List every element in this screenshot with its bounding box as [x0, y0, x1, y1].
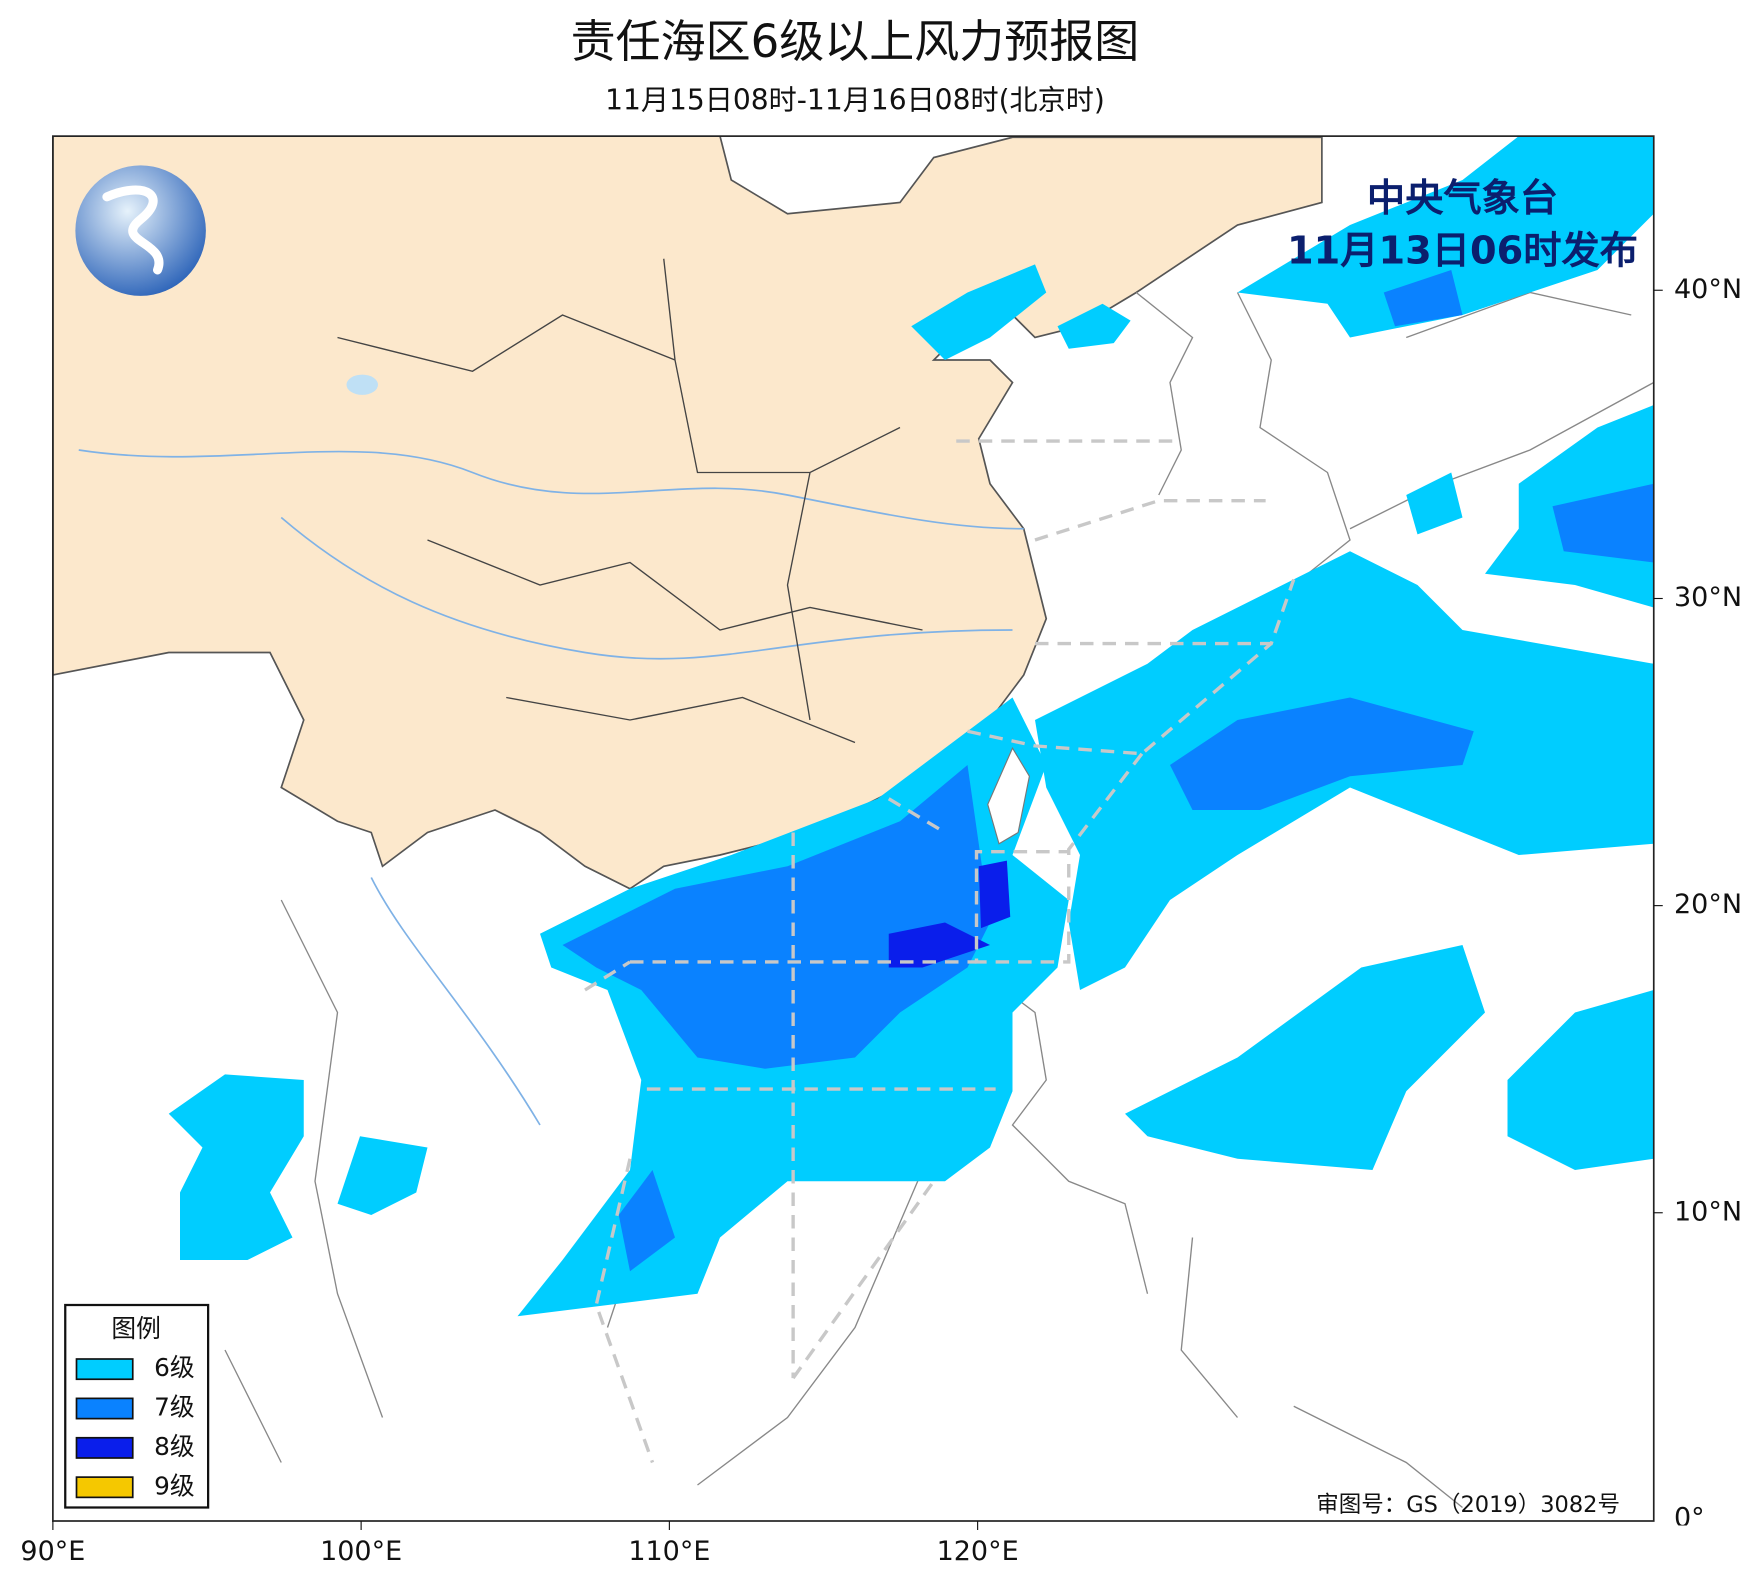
title: 责任海区6级以上风力预报图	[571, 15, 1140, 68]
river	[78, 449, 1024, 530]
legend-swatch	[75, 1358, 134, 1381]
lon-label: 120°E	[937, 1536, 1019, 1567]
china-land	[52, 136, 1323, 890]
logo	[75, 165, 206, 296]
wind-area	[618, 1170, 675, 1272]
river	[370, 877, 541, 1126]
wind-area	[1170, 697, 1474, 810]
lon-label: 110°E	[628, 1536, 710, 1567]
legend-label: 6级	[154, 1353, 195, 1382]
wind-area	[337, 1136, 428, 1215]
lat-label: 10°N	[1674, 1196, 1742, 1227]
lat-label: 30°N	[1674, 582, 1742, 613]
wind-area	[1507, 990, 1654, 1170]
lon-label: 90°E	[20, 1536, 85, 1567]
wind-area	[168, 1074, 304, 1260]
agency: 中央气象台	[1367, 176, 1558, 221]
lake	[346, 374, 378, 395]
legend-label: 8级	[154, 1432, 195, 1461]
legend-title: 图例	[111, 1314, 161, 1343]
wind-area	[1237, 136, 1654, 338]
wind-area	[1057, 303, 1131, 349]
map-approval: 审图号：GS（2019）3082号	[1316, 1492, 1620, 1518]
legend: 图例 6级 7级 8级 9级	[64, 1303, 210, 1509]
lon-label: 100°E	[320, 1536, 402, 1567]
map-frame	[52, 135, 1655, 1522]
wind-area	[1383, 270, 1463, 327]
sea-area-boundaries	[584, 439, 1296, 1464]
wind-area	[1552, 483, 1654, 563]
watermark-cover	[1293, 1525, 1744, 1569]
wind-area	[978, 860, 1011, 929]
map-area	[52, 136, 1654, 1521]
river	[280, 516, 1013, 660]
lat-label: 20°N	[1674, 889, 1742, 920]
lat-label: 40°N	[1674, 274, 1742, 305]
subtitle: 11月15日08时-11月16日08时(北京时)	[605, 83, 1105, 116]
taiwan	[987, 746, 1030, 845]
wind-areas	[168, 136, 1654, 1317]
legend-label: 7级	[154, 1393, 195, 1422]
issue-time: 11月13日06时发布	[1287, 229, 1638, 274]
wind-area	[888, 922, 990, 968]
wind-area	[911, 264, 1047, 360]
legend-swatch	[75, 1397, 134, 1420]
province-border	[337, 258, 923, 744]
wind-area	[1125, 945, 1485, 1170]
legend-label: 9级	[154, 1471, 195, 1500]
wind-area	[562, 765, 990, 1069]
legend-swatch	[75, 1436, 134, 1459]
wind-area	[1406, 472, 1463, 535]
legend-swatch	[75, 1476, 134, 1499]
map-layer: 责任海区6级以上风力预报图 11月15日08时-11月16日08时(北京时)	[20, 15, 1744, 1569]
